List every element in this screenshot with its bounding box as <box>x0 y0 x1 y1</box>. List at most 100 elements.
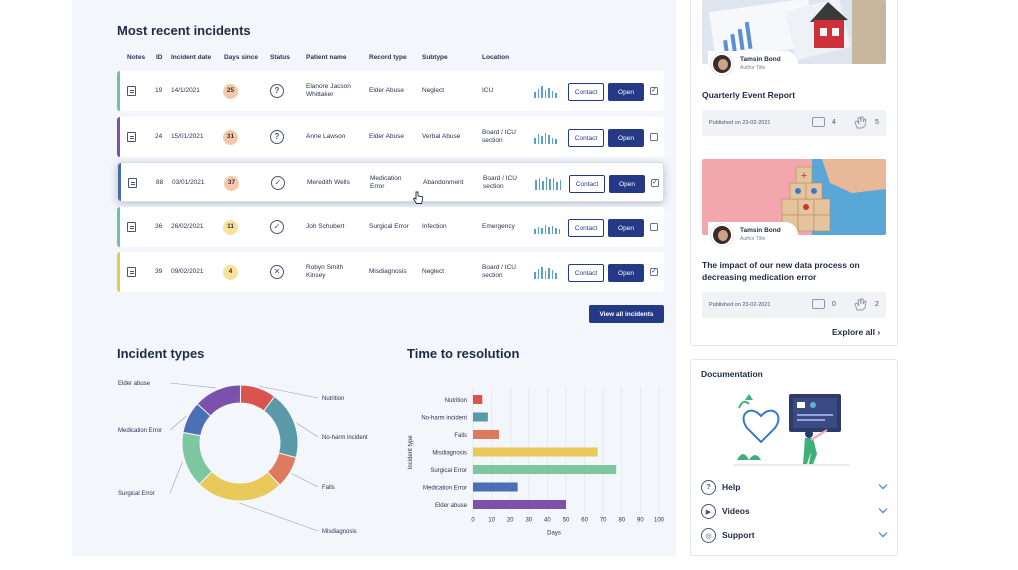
avatar <box>711 53 733 75</box>
explore-all-label: Explore all <box>832 327 875 337</box>
bar[interactable] <box>473 395 483 404</box>
y-tick-label: Medication Error <box>423 486 467 492</box>
contact-button[interactable]: Contact <box>568 129 604 147</box>
clap-icon[interactable] <box>854 297 867 311</box>
incident-date: 26/02/2021 <box>171 223 204 230</box>
location: Board / ICU section <box>482 129 516 144</box>
sparkline <box>534 265 557 279</box>
open-button[interactable]: Open <box>609 175 645 193</box>
table-row[interactable]: 39 09/02/2021 4 ✕ Robyn Smith Kinsey Misdiagn… <box>117 252 664 292</box>
incident-id: 24 <box>155 133 163 140</box>
chevron-down-icon[interactable] <box>878 528 888 538</box>
x-tick-label: 40 <box>544 518 551 524</box>
notes-icon[interactable] <box>127 117 136 157</box>
comment-icon[interactable] <box>812 117 825 127</box>
days-since-badge: 37 <box>224 175 239 191</box>
doc-item-videos[interactable]: ▶ Videos <box>700 503 888 521</box>
chevron-down-icon[interactable] <box>878 504 888 514</box>
news-title[interactable]: Quarterly Event Report <box>702 90 796 100</box>
author-name: Tamsin Bond <box>740 56 781 63</box>
col-record-type: Record type <box>369 54 407 61</box>
doc-item-label: Support <box>722 530 755 540</box>
doc-item-help[interactable]: ? Help <box>700 479 888 497</box>
contact-button[interactable]: Contact <box>569 175 605 193</box>
comment-icon[interactable] <box>812 299 825 309</box>
open-button[interactable]: Open <box>608 219 644 237</box>
bar[interactable] <box>473 500 566 509</box>
x-tick-label: 70 <box>600 518 607 524</box>
author-role: Author Title <box>740 65 766 71</box>
row-color-bar <box>117 252 120 292</box>
donut-leader-line <box>169 415 187 431</box>
patient-name: Joh Schubert <box>306 223 345 230</box>
doc-item-label: Videos <box>722 506 750 516</box>
subtype: Neglect <box>422 87 445 94</box>
table-row[interactable]: 19 14/1/2021 25? Elanore Jacson Whittaker El… <box>117 71 664 111</box>
bar[interactable] <box>473 482 518 492</box>
incident-id: 88 <box>156 179 164 186</box>
table-row[interactable]: 88 03/01/2021 37 ✓ Meredith Wells Medication … <box>117 162 664 202</box>
donut-label: Medication Error <box>118 428 162 434</box>
incident-types-donut-chart: Nutrition No-harm incident Falls Misdiagnos… <box>118 381 368 535</box>
donut-slice[interactable] <box>263 395 299 459</box>
y-tick-label: Elder abuse <box>435 503 468 509</box>
sparkline <box>534 220 560 234</box>
open-button[interactable]: Open <box>608 129 644 147</box>
contact-button[interactable]: Contact <box>568 264 604 282</box>
row-checkbox[interactable] <box>650 223 658 231</box>
bar[interactable] <box>473 447 598 457</box>
donut-leader-line <box>239 502 319 532</box>
bar[interactable] <box>473 430 500 439</box>
donut-slice[interactable] <box>196 384 242 417</box>
avatar <box>711 224 733 246</box>
donut-slice[interactable] <box>198 470 281 502</box>
clap-count: 2 <box>875 301 879 308</box>
open-button[interactable]: Open <box>608 264 644 282</box>
notes-icon[interactable] <box>127 252 136 292</box>
donut-slice[interactable] <box>181 431 213 486</box>
sparkline <box>534 130 557 144</box>
table-row[interactable]: 24 15/01/2021 31? Anne Lawson Elder Abuse Ver… <box>117 117 664 157</box>
bar[interactable] <box>473 412 488 422</box>
published-date: Published on 23-02-2021 <box>709 302 771 308</box>
subtype: Neglect <box>422 268 445 275</box>
contact-button[interactable]: Contact <box>568 83 604 101</box>
news-title[interactable]: The impact of our new data process on de… <box>702 260 860 282</box>
record-type: Surgical Error <box>369 223 409 230</box>
contact-button[interactable]: Contact <box>568 219 604 237</box>
subtype: Infection <box>422 223 447 230</box>
col-location: Location <box>482 54 510 61</box>
chevron-down-icon[interactable] <box>878 480 888 490</box>
row-checkbox[interactable] <box>650 133 658 141</box>
row-color-bar <box>117 117 120 157</box>
table-row[interactable]: 36 26/02/2021 11 ✓ Joh Schubert Surgical Erro… <box>117 207 664 247</box>
row-checkbox[interactable]: ✓ <box>650 268 658 276</box>
bar[interactable] <box>473 465 617 474</box>
svg-text:+: + <box>801 170 807 182</box>
notes-icon[interactable] <box>127 207 136 247</box>
explore-all-link[interactable]: Explore all › <box>832 327 880 337</box>
donut-label: Nutrition <box>322 396 344 402</box>
col-notes: Notes <box>127 54 146 61</box>
donut-label: Misdiagnosis <box>322 529 357 535</box>
donut-label: Surgical Error <box>118 491 155 497</box>
notes-icon[interactable] <box>128 163 137 203</box>
x-tick-label: 60 <box>581 518 588 524</box>
x-tick-label: 90 <box>637 518 644 524</box>
x-tick-label: 80 <box>618 518 625 524</box>
clap-icon[interactable] <box>854 115 867 129</box>
x-tick-label: 0 <box>471 518 475 524</box>
question-icon: ? <box>701 480 716 495</box>
view-all-incidents-button[interactable]: View all incidents <box>589 305 664 323</box>
col-incident-date: Incident date <box>171 54 212 61</box>
status-icon: ? <box>270 84 284 98</box>
notes-icon[interactable] <box>127 71 136 111</box>
row-checkbox[interactable]: ✓ <box>650 87 658 95</box>
status-icon: ✕ <box>270 265 284 279</box>
open-button[interactable]: Open <box>608 83 644 101</box>
doc-item-support[interactable]: ◎ Support <box>700 527 888 545</box>
patient-name: Robyn Smith Kinsey <box>306 264 344 279</box>
row-checkbox[interactable]: ✓ <box>651 179 659 187</box>
days-since-badge: 31 <box>223 129 238 145</box>
news-meta: Published on 23-02-2021 4 5 <box>702 110 886 136</box>
